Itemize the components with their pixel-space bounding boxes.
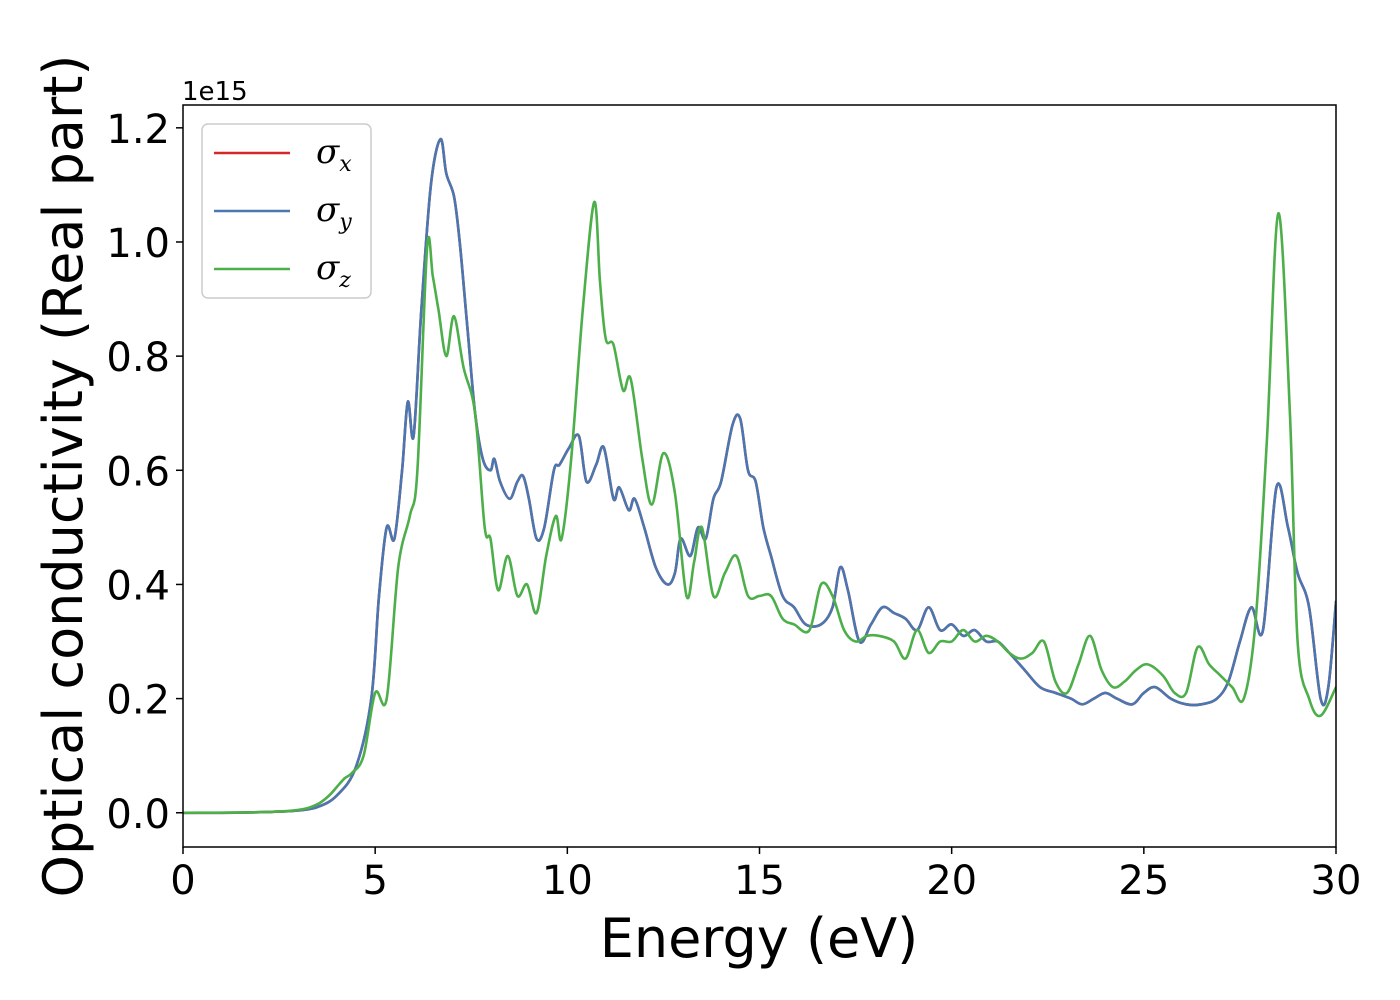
y-tick-label: 0.2 — [106, 678, 170, 724]
legend-subscript: z — [338, 268, 351, 293]
legend-subscript: x — [339, 152, 352, 177]
y-axis-label: Optical conductivity (Real part) — [32, 55, 95, 898]
legend-subscript: y — [338, 210, 352, 235]
x-tick-label: 25 — [1118, 858, 1169, 904]
x-tick-label: 5 — [362, 858, 387, 904]
x-tick-label: 10 — [542, 858, 593, 904]
x-tick-label: 15 — [734, 858, 785, 904]
series-line-sigma-y — [183, 137, 1336, 815]
series-layer — [183, 137, 1336, 815]
x-tick-label: 30 — [1311, 858, 1362, 904]
y-tick-label: 1.0 — [106, 221, 170, 267]
y-tick-label: 0.0 — [106, 792, 170, 838]
series-line-sigma-z — [183, 200, 1336, 815]
y-tick-label: 0.6 — [106, 449, 170, 495]
y-offset-label: 1e15 — [182, 77, 248, 107]
x-axis-label: Energy (eV) — [600, 907, 919, 970]
y-axis: 0.0 0.2 0.4 0.6 0.8 1.0 1.2 — [106, 107, 183, 838]
x-tick-label: 20 — [926, 858, 977, 904]
y-tick-label: 0.4 — [106, 563, 170, 609]
y-tick-label: 1.2 — [106, 107, 170, 153]
x-axis: 0 5 10 15 20 25 30 — [170, 847, 1361, 904]
x-tick-label: 0 — [170, 858, 195, 904]
y-tick-label: 0.8 — [106, 335, 170, 381]
